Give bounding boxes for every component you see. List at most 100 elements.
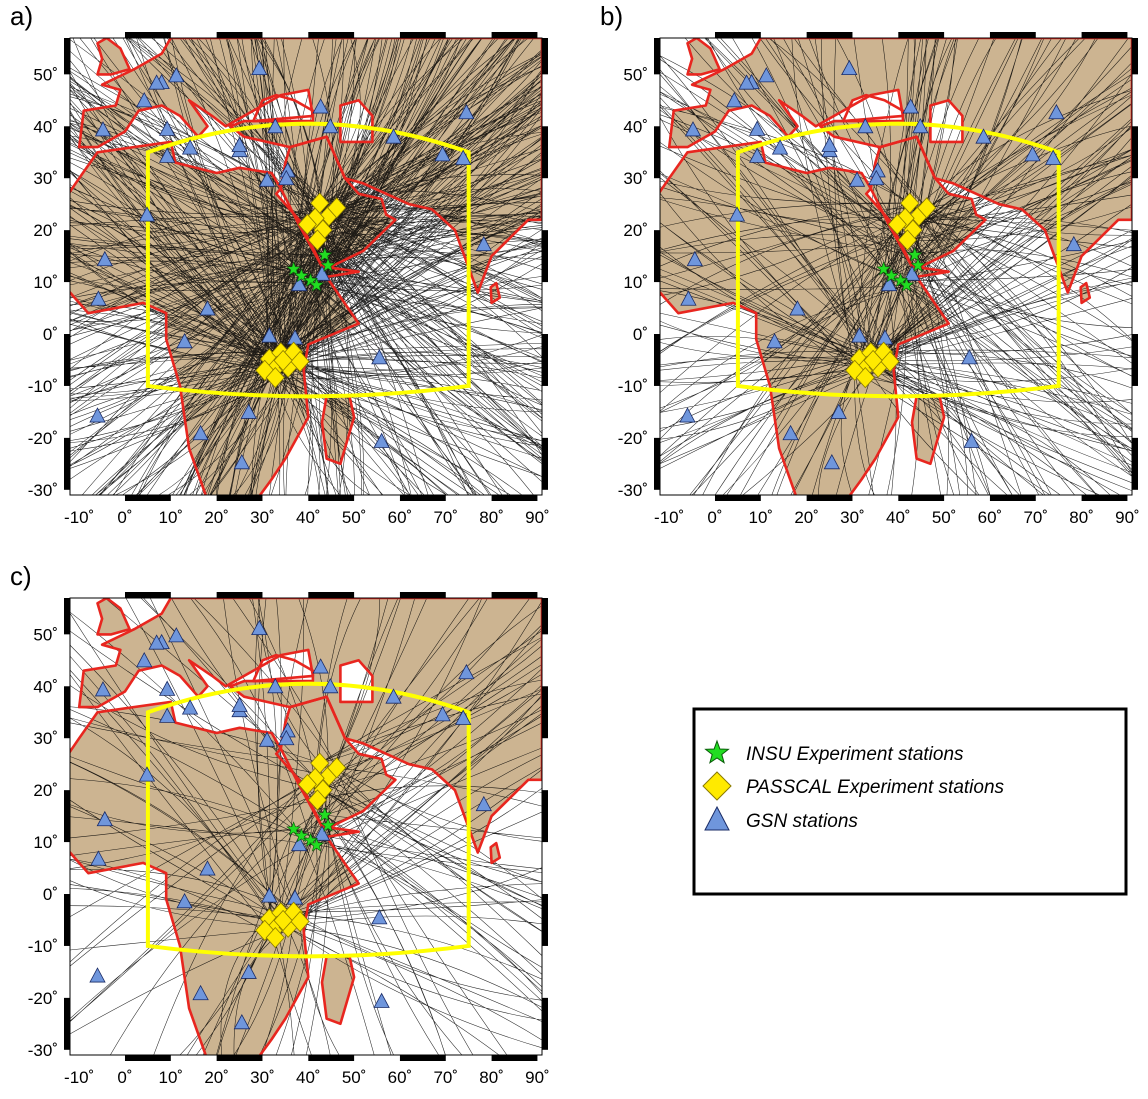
gsn-station-marker xyxy=(322,677,339,694)
x-tick-label: 50˚ xyxy=(342,508,367,527)
frame-bar xyxy=(542,38,548,75)
x-tick-label: -10˚ xyxy=(654,508,684,527)
y-tick-label: 20˚ xyxy=(33,781,58,800)
gsn-station-marker xyxy=(158,707,176,723)
gsn-station-marker xyxy=(94,121,112,137)
frame-bar xyxy=(542,790,548,843)
map-frame xyxy=(64,32,548,501)
map-area xyxy=(70,38,542,495)
x-tick-label: 0˚ xyxy=(117,508,132,527)
land-mass xyxy=(79,38,542,293)
ray-paths xyxy=(70,598,542,1055)
gsn-station-marker xyxy=(902,98,919,114)
stations xyxy=(89,59,492,470)
axis-tick-labels: -10˚ 0˚ 10˚ 20˚ 30˚ 40˚ 50˚ 60˚ 70˚ 80˚ 90˚ 50˚ 40˚ 3… xyxy=(618,65,1140,527)
frame-bar xyxy=(491,592,538,598)
frame-bar xyxy=(216,32,263,38)
frame-bar xyxy=(898,32,945,38)
passcal-station-marker xyxy=(265,367,285,389)
gsn-station-marker xyxy=(181,699,199,715)
gsn-station-marker xyxy=(89,407,106,423)
passcal-station-marker xyxy=(327,197,347,219)
x-tick-label: -10˚ xyxy=(64,508,94,527)
panel-label: a) xyxy=(10,1,33,31)
gsn-station-marker xyxy=(138,766,156,782)
gsn-station-marker xyxy=(136,91,153,108)
coastline xyxy=(929,99,964,144)
legend-label: INSU Experiment stations xyxy=(746,744,964,765)
coastline xyxy=(660,140,950,495)
frame-bar xyxy=(1132,437,1138,490)
frame-bar xyxy=(491,32,538,38)
gsn-station-marker xyxy=(240,963,257,979)
gsn-station-marker xyxy=(961,349,978,365)
gsn-station-marker xyxy=(158,147,176,163)
frame-bar xyxy=(64,334,70,386)
coastline xyxy=(70,700,360,1055)
x-tick-label: 30˚ xyxy=(250,1068,275,1087)
coastline xyxy=(686,38,721,76)
gsn-station-marker xyxy=(455,149,472,165)
coastline xyxy=(339,659,374,704)
frame-bar xyxy=(714,32,761,38)
inland-sea xyxy=(930,100,963,142)
frame-bar xyxy=(898,495,945,501)
x-tick-label: 60˚ xyxy=(388,1068,413,1087)
gsn-station-marker xyxy=(313,265,331,281)
gsn-station-marker xyxy=(371,909,388,925)
passcal-station-marker xyxy=(880,350,900,373)
y-tick-label: 10˚ xyxy=(33,273,58,292)
passcal-station-marker xyxy=(290,350,310,373)
gsn-station-marker xyxy=(912,117,929,134)
gsn-station-marker xyxy=(168,67,185,83)
insu-station-marker xyxy=(286,821,302,836)
frame-bar xyxy=(1132,126,1138,179)
gsn-station-marker xyxy=(830,403,847,419)
frame-bar xyxy=(491,1055,538,1061)
ray-path-bundle xyxy=(70,38,542,495)
frame-bar xyxy=(399,495,446,501)
passcal-station-marker xyxy=(863,349,883,372)
frame-bar xyxy=(714,495,761,501)
gsn-station-marker xyxy=(851,327,868,343)
frame-bar xyxy=(1081,32,1128,38)
gsn-station-marker xyxy=(726,91,743,108)
x-tick-label: 40˚ xyxy=(296,1068,321,1087)
gsn-station-marker xyxy=(679,407,696,423)
frame-bar xyxy=(542,686,548,739)
gsn-station-marker xyxy=(261,327,278,343)
gsn-station-marker xyxy=(176,892,193,909)
gsn-station-marker xyxy=(748,120,766,136)
gsn-station-marker xyxy=(684,121,702,137)
gsn-station-marker xyxy=(848,171,866,187)
frame-bar xyxy=(64,230,70,283)
gsn-station-marker xyxy=(181,139,199,155)
y-tick-label: 40˚ xyxy=(33,117,58,136)
gsn-station-marker xyxy=(373,992,390,1008)
triangle-icon xyxy=(704,805,730,831)
y-tick-label: -10˚ xyxy=(28,937,58,956)
gsn-station-marker xyxy=(290,275,308,292)
gsn-station-marker xyxy=(136,651,153,668)
legend: INSU Experiment stations PASSCAL Experime… xyxy=(692,707,1128,896)
inland-sea xyxy=(340,100,373,142)
gsn-station-marker xyxy=(1024,145,1041,162)
land-mass xyxy=(70,141,359,495)
frame-bar xyxy=(216,1055,263,1061)
y-tick-label: 50˚ xyxy=(623,65,648,84)
gsn-station-marker xyxy=(766,332,783,349)
frame-bar xyxy=(124,32,171,38)
gsn-station-marker xyxy=(868,169,885,186)
coastline xyxy=(489,841,502,865)
x-tick-label: 50˚ xyxy=(932,508,957,527)
x-tick-label: 0˚ xyxy=(707,508,722,527)
gsn-station-marker xyxy=(278,729,295,746)
gsn-station-marker xyxy=(975,128,992,144)
passcal-station-marker xyxy=(327,757,347,779)
x-tick-label: 10˚ xyxy=(159,508,184,527)
gsn-station-marker xyxy=(880,275,898,292)
gsn-station-marker xyxy=(680,290,697,306)
insu-station-marker xyxy=(320,817,336,832)
gsn-station-marker xyxy=(686,250,703,267)
